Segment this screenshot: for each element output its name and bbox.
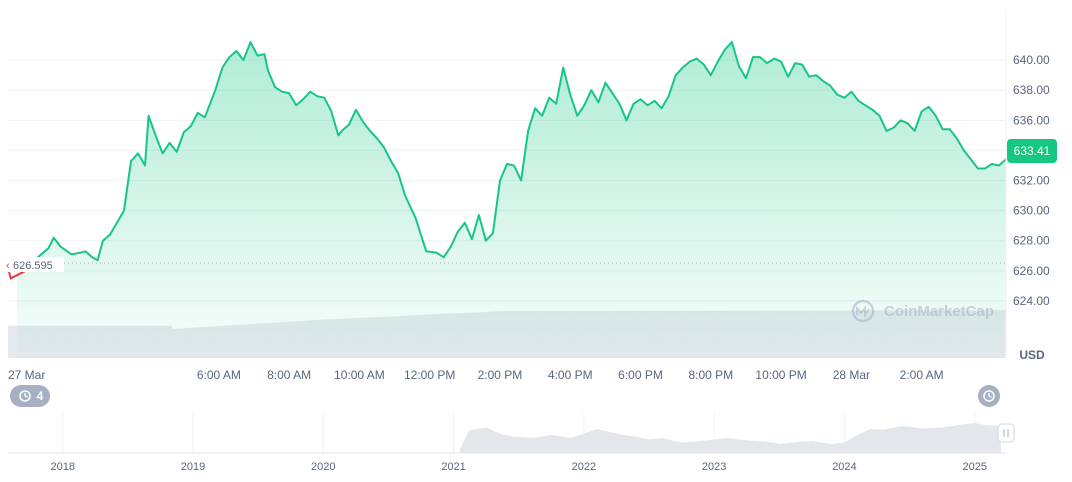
price-below-open-line <box>7 267 27 280</box>
cmc-logo-icon <box>851 299 875 323</box>
navigator-handle[interactable] <box>997 423 1015 443</box>
clock-icon <box>983 390 995 402</box>
navigator-year-label: 2022 <box>572 461 596 473</box>
x-tick-label: 6:00 PM <box>618 368 663 382</box>
navigator-year-label: 2020 <box>311 461 335 473</box>
x-tick-label: 10:00 PM <box>755 368 806 382</box>
navigator-year-labels: 2018 2019 2020 2021 2022 2023 2024 2025 <box>50 461 986 473</box>
events-button[interactable]: 4 <box>10 385 50 407</box>
navigator-button[interactable] <box>978 385 1000 407</box>
x-tick-label: 28 Mar <box>833 368 870 382</box>
current-price-label: 633.41 <box>1014 144 1051 158</box>
y-tick-label: 636.00 <box>1013 113 1050 127</box>
y-axis: 624.00 626.00 628.00 630.00 632.00 636.00 638.… <box>1013 53 1050 308</box>
y-tick-label: 628.00 <box>1013 234 1050 248</box>
watermark-text: CoinMarketCap <box>884 303 994 320</box>
open-price-label: 626.595 <box>13 260 53 272</box>
x-tick-label: 6:00 AM <box>197 368 241 382</box>
x-axis: 27 Mar 6:00 AM 8:00 AM 10:00 AM 12:00 PM 2:00… <box>8 368 944 382</box>
x-tick-label: 4:00 PM <box>548 368 593 382</box>
y-tick-label: 626.00 <box>1013 264 1050 278</box>
open-price-bg <box>0 257 64 272</box>
open-price-tag: ‹ 626.595 <box>0 257 64 272</box>
navigator-handle-bg[interactable] <box>997 423 1015 443</box>
y-tick-label: 630.00 <box>1013 204 1050 218</box>
x-tick-label: 27 Mar <box>8 368 45 382</box>
open-price-marker: ‹ <box>6 260 10 272</box>
y-tick-label: 640.00 <box>1013 53 1050 67</box>
navigator-year-label: 2023 <box>702 461 726 473</box>
range-navigator: 2018 2019 2020 2021 2022 2023 2024 2025 <box>8 413 1015 473</box>
events-count: 4 <box>37 389 44 403</box>
navigator-year-label: 2018 <box>50 461 74 473</box>
history-icon <box>19 390 31 402</box>
x-tick-label: 8:00 PM <box>688 368 733 382</box>
navigator-year-label: 2025 <box>962 461 986 473</box>
y-tick-label: 624.00 <box>1013 294 1050 308</box>
current-price-bg <box>1007 139 1057 163</box>
price-line <box>7 41 1007 280</box>
x-tick-label: 2:00 AM <box>900 368 944 382</box>
price-series-line <box>16 41 1007 269</box>
price-area <box>16 42 1007 358</box>
volume-bar <box>8 325 13 358</box>
x-tick-label: 8:00 AM <box>267 368 311 382</box>
y-tick-label: 632.00 <box>1013 174 1050 188</box>
price-area-fill <box>16 42 1007 358</box>
navigator-history <box>460 423 1001 453</box>
currency-label: USD <box>1019 348 1045 362</box>
navigator-year-label: 2024 <box>832 461 856 473</box>
coinmarketcap-watermark: CoinMarketCap <box>851 299 994 323</box>
y-tick-label: 638.00 <box>1013 83 1050 97</box>
current-price-tag: 633.41 <box>1007 139 1057 163</box>
x-tick-label: 10:00 AM <box>334 368 385 382</box>
navigator-year-label: 2019 <box>181 461 205 473</box>
volume-bar <box>11 325 17 358</box>
x-tick-label: 12:00 PM <box>404 368 455 382</box>
x-tick-label: 2:00 PM <box>478 368 523 382</box>
navigator-history-area <box>460 423 1001 453</box>
navigator-year-label: 2021 <box>441 461 465 473</box>
